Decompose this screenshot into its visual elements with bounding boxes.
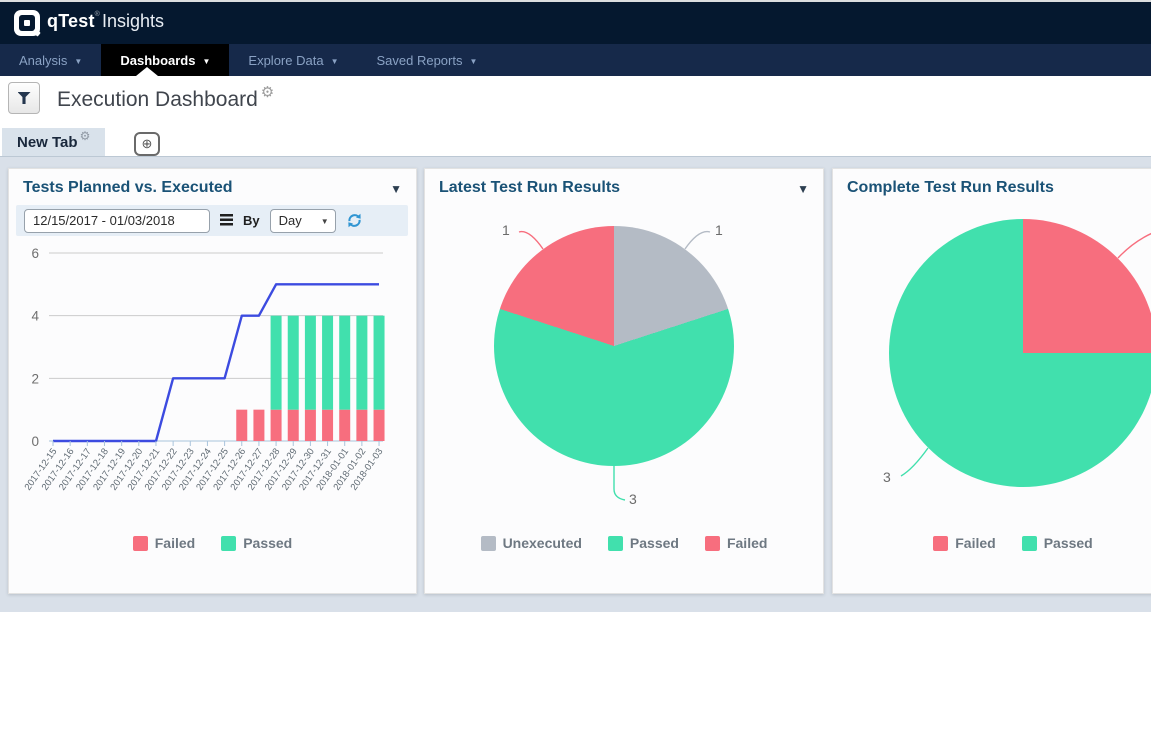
add-widget-button[interactable]: ⊕	[134, 132, 160, 156]
svg-text:6: 6	[31, 246, 39, 261]
svg-text:0: 0	[31, 434, 39, 449]
page-title: Execution Dashboard ⚙	[57, 84, 275, 111]
widget-title: Complete Test Run Results	[847, 179, 1054, 196]
filter-button[interactable]	[8, 82, 40, 114]
unexecuted-slice-value: 1	[715, 222, 723, 238]
widget-tests-planned-vs-executed: Tests Planned vs. Executed ▼ By Day ▼ 0 2…	[8, 168, 417, 594]
widget-menu-caret-icon[interactable]: ▼	[797, 182, 809, 196]
filter-funnel-icon	[17, 92, 31, 104]
failed-swatch	[132, 535, 148, 551]
qtest-logo-inner	[19, 15, 35, 31]
legend-item-passed: Passed	[1021, 535, 1093, 551]
chart-legend: Unexecuted Passed Failed	[425, 535, 823, 551]
chart-toolbar: By Day ▼	[16, 205, 408, 236]
chevron-down-icon: ▼	[320, 216, 329, 226]
menu-item-saved-reports[interactable]: Saved Reports ▼	[376, 52, 478, 68]
line-bar-chart-svg: 02462017-12-152017-12-162017-12-172017-1…	[23, 246, 386, 493]
svg-text:4: 4	[31, 309, 39, 324]
passed-swatch	[1021, 535, 1037, 551]
top-navbar: qTest® Insights	[0, 2, 1151, 44]
widget-menu-caret-icon[interactable]: ▼	[390, 182, 402, 196]
legend-item-failed: Failed	[704, 535, 767, 551]
menu-item-dashboards[interactable]: Dashboards ▼	[101, 44, 230, 76]
legend-item-failed: Failed	[933, 535, 996, 551]
chart-legend: Failed Passed	[9, 535, 416, 551]
legend-item-unexecuted: Unexecuted	[480, 535, 582, 551]
widget-complete-test-run-results: Complete Test Run Results ▼ 3 1 Failed P…	[832, 168, 1151, 594]
qtest-logo-icon	[14, 10, 41, 37]
legend-item-passed: Passed	[607, 535, 679, 551]
product-name: Insights	[102, 11, 165, 31]
passed-slice-value: 3	[883, 469, 891, 485]
tab-underline	[0, 156, 1151, 157]
widget-latest-test-run-results: Latest Test Run Results ▼ 1 1 3 Unexecut…	[424, 168, 824, 594]
passed-swatch	[221, 535, 237, 551]
calendar-icon[interactable]	[220, 214, 233, 227]
brand-mark: ®	[94, 11, 101, 18]
dashboard-content: Tests Planned vs. Executed ▼ By Day ▼ 0 2…	[0, 157, 1151, 612]
chevron-down-icon: ▼	[202, 56, 211, 66]
planned-vs-executed-chart: 0 2 4 6 2017-12-15 2017-12-16 2017-12-17 2017-1…	[9, 241, 416, 541]
latest-results-pie	[494, 226, 734, 466]
passed-swatch	[607, 535, 623, 551]
chevron-down-icon: ▼	[469, 56, 478, 66]
chevron-down-icon: ▼	[74, 56, 83, 66]
widget-title: Tests Planned vs. Executed	[23, 179, 233, 196]
interval-select[interactable]: Day ▼	[269, 208, 336, 233]
chevron-down-icon: ▼	[330, 56, 339, 66]
complete-results-pie	[889, 219, 1151, 487]
active-menu-notch	[136, 67, 158, 76]
failed-slice-value: 1	[502, 222, 510, 238]
by-label: By	[243, 213, 260, 228]
window-top-strip	[0, 0, 1151, 2]
legend-item-passed: Passed	[221, 535, 292, 551]
widget-title: Latest Test Run Results	[439, 179, 621, 196]
chart-legend: Failed Passed	[833, 535, 1151, 551]
tab-settings-gear-icon[interactable]: ⚙	[79, 128, 91, 143]
date-range-input[interactable]	[24, 208, 210, 233]
tab-new-tab[interactable]: New Tab ⚙	[2, 128, 106, 157]
passed-slice-value: 3	[629, 491, 637, 507]
legend-item-failed: Failed	[132, 535, 195, 551]
menu-item-explore-data[interactable]: Explore Data ▼	[248, 52, 339, 68]
menu-item-analysis[interactable]: Analysis ▼	[19, 52, 83, 68]
refresh-icon	[347, 213, 361, 228]
refresh-button[interactable]	[346, 212, 363, 229]
brand-name: qTest®	[47, 11, 101, 31]
failed-swatch	[704, 535, 720, 551]
svg-text:2: 2	[31, 371, 39, 386]
main-menu: Analysis ▼ Dashboards ▼ Explore Data ▼ Save…	[0, 44, 1151, 76]
failed-swatch	[933, 535, 949, 551]
dashboard-settings-gear-icon[interactable]: ⚙	[260, 84, 275, 101]
unexecuted-swatch	[480, 535, 496, 551]
